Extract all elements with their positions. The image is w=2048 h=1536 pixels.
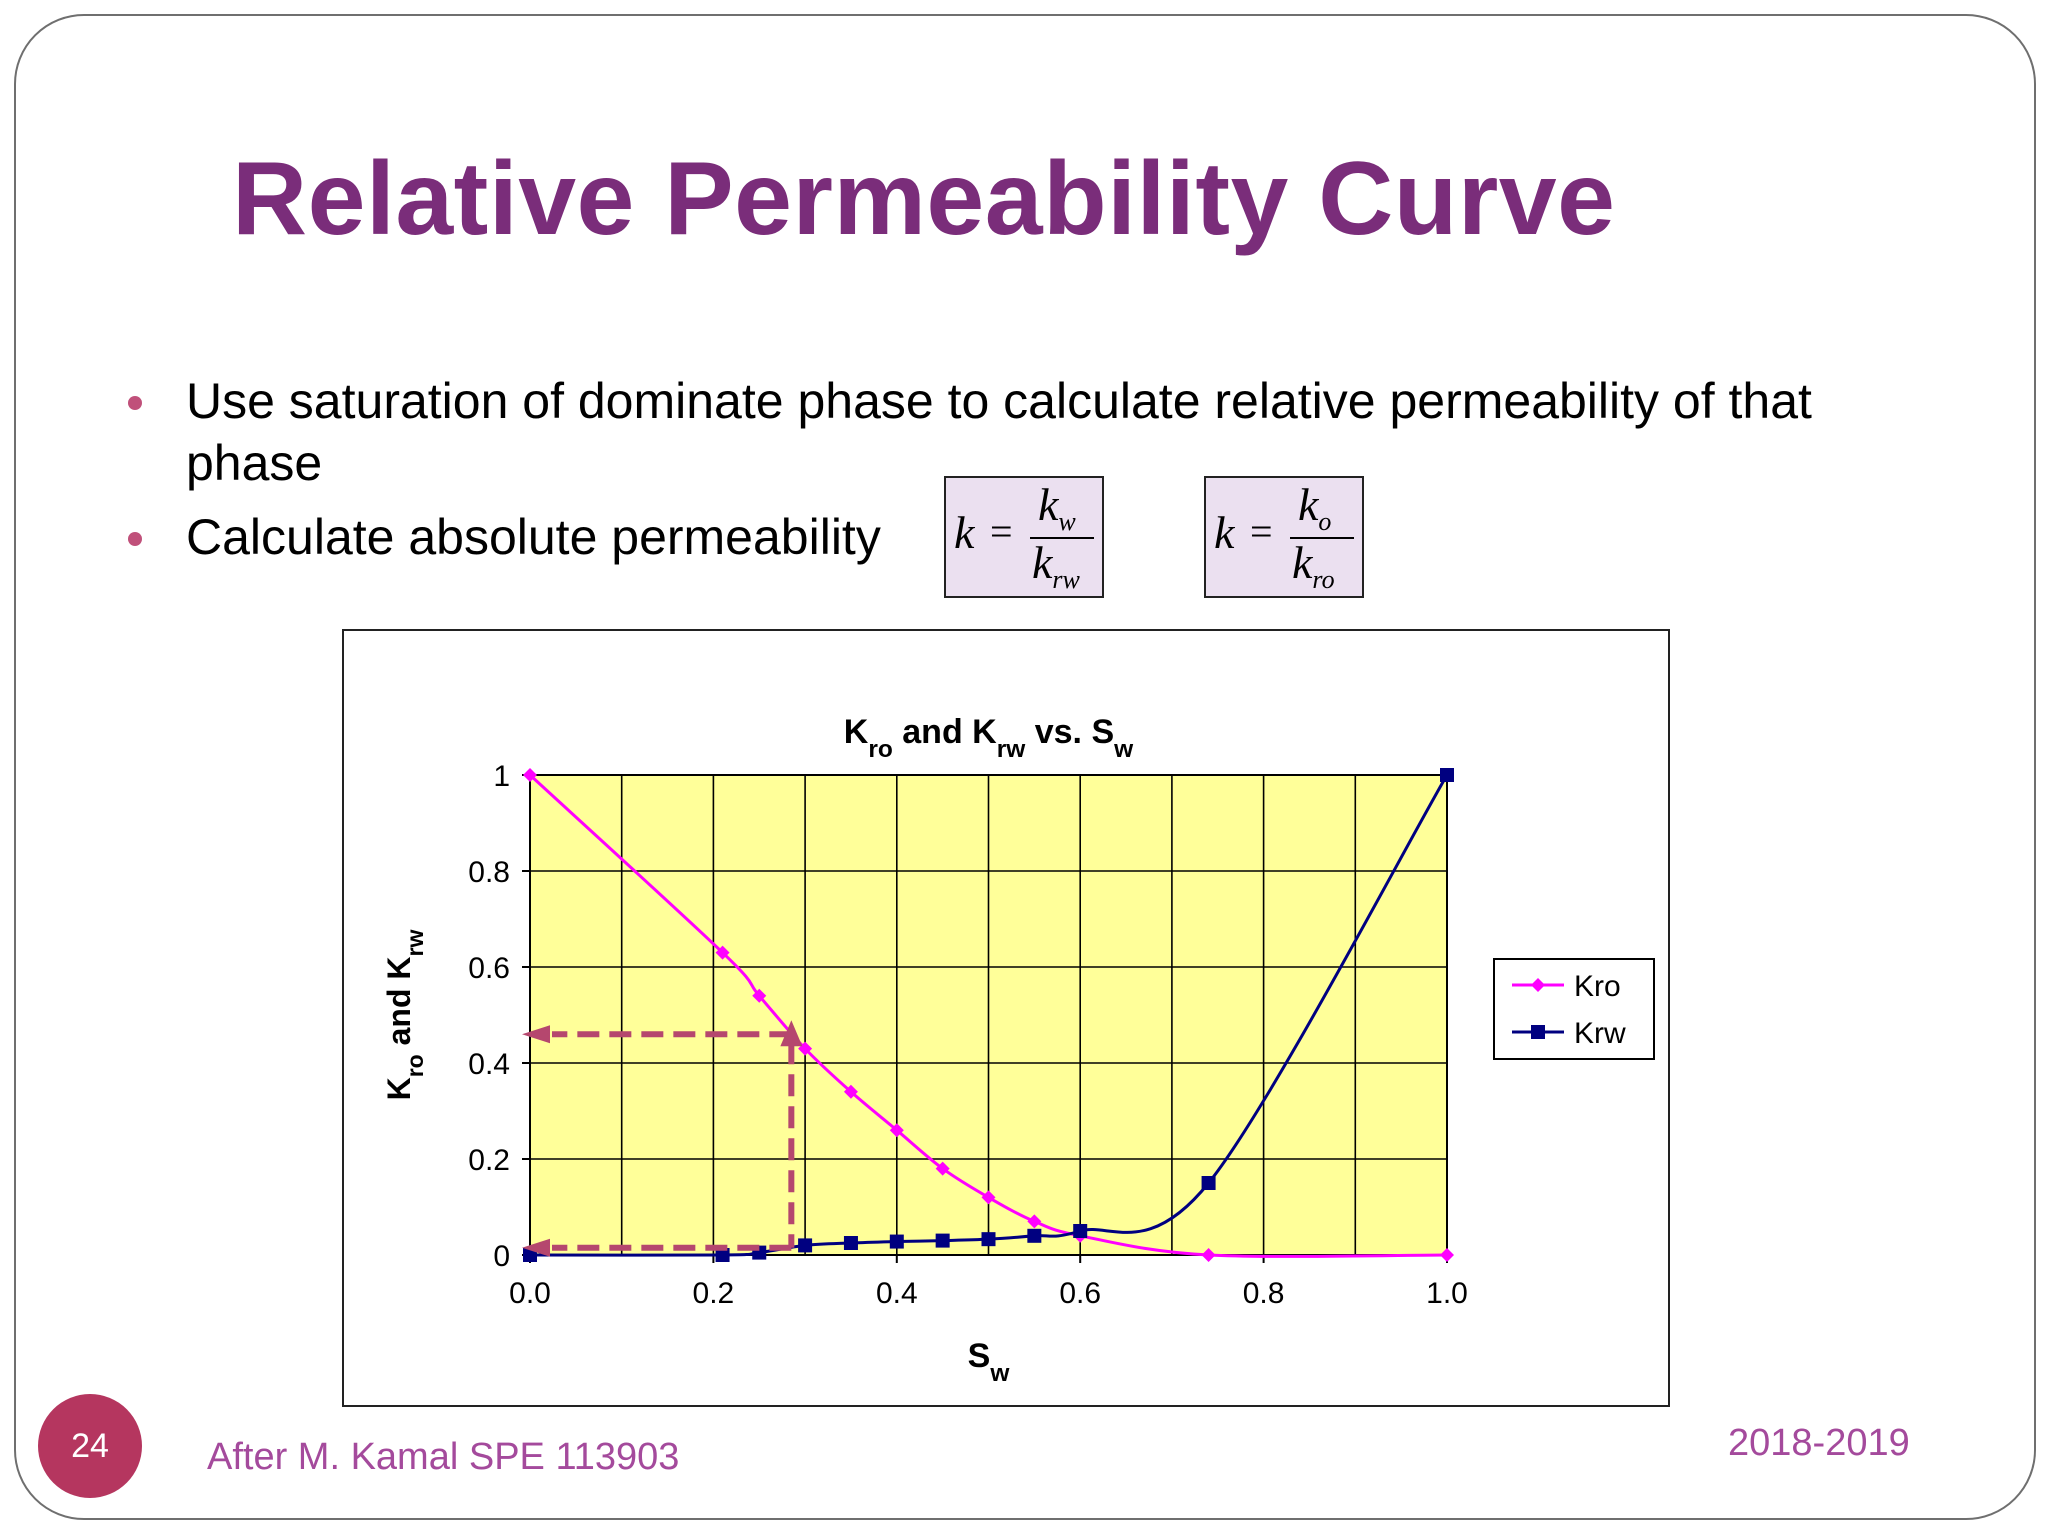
y-tick-label: 0 <box>493 1240 510 1273</box>
data-point-krw <box>889 1234 904 1249</box>
chart-frame: 0 0.2 0.4 0.6 0.8 1 0.0 0.2 0.4 0.6 0.8 1.0 Kro and … <box>342 629 1670 1407</box>
data-point-krw <box>1073 1224 1088 1238</box>
x-tick-label: 0.8 <box>1243 1277 1285 1310</box>
data-point-krw <box>981 1232 996 1247</box>
footer-citation: After M. Kamal SPE 113903 <box>207 1436 680 1478</box>
data-point-krw <box>523 1248 537 1262</box>
arrowhead-up <box>780 1020 803 1047</box>
y-tick-label: 0.2 <box>468 1144 510 1177</box>
formula-numerator: ko <box>1298 479 1332 537</box>
arrowhead-left-lower <box>522 1238 550 1257</box>
page-number-badge: 24 <box>38 1394 142 1498</box>
x-tick-label: 0.0 <box>509 1277 551 1310</box>
chart-title: Kro and Krw vs. Sw <box>844 713 1134 763</box>
slide-title: Relative Permeability Curve <box>232 141 1616 257</box>
data-point-krw <box>798 1238 813 1253</box>
data-point-krw <box>1201 1176 1216 1190</box>
formula-lhs: k <box>954 507 975 558</box>
data-point-kro <box>752 988 767 1003</box>
data-point-krw <box>715 1248 730 1262</box>
bullet-text: Calculate absolute permeability <box>186 509 881 565</box>
x-axis-label: Sw <box>968 1337 1011 1387</box>
data-point-krw <box>1027 1228 1042 1243</box>
formula-water: k = kw krw <box>944 476 1104 598</box>
data-point-kro <box>1201 1248 1216 1262</box>
y-tick-label: 0.4 <box>468 1048 510 1081</box>
x-tick-label: 0.4 <box>876 1277 918 1310</box>
data-point-krw <box>1531 1025 1545 1039</box>
data-point-kro <box>889 1123 904 1138</box>
arrowhead-left-upper <box>522 1025 550 1044</box>
legend-label-krw: Krw <box>1574 1017 1626 1050</box>
y-tick-label: 0.6 <box>468 952 510 985</box>
bullet-dot-icon <box>128 396 142 410</box>
data-point-kro <box>523 768 537 782</box>
x-tick-label: 1.0 <box>1426 1277 1468 1310</box>
formula-numerator: kw <box>1038 479 1076 537</box>
fraction-bar <box>1290 537 1354 539</box>
x-tick-label: 0.6 <box>1059 1277 1101 1310</box>
bullet-item: Calculate absolute permeability <box>120 506 1900 568</box>
data-point-kro <box>1027 1214 1042 1229</box>
data-point-krw <box>843 1236 858 1250</box>
data-point-kro <box>1440 1248 1454 1262</box>
data-point-krw <box>1440 768 1454 782</box>
data-point-kro <box>935 1161 950 1176</box>
formula-denominator: kro <box>1292 537 1335 595</box>
formula-lhs: k <box>1214 507 1235 558</box>
formula-denominator: krw <box>1032 537 1080 595</box>
series-line-kro <box>528 773 1448 1258</box>
legend-box <box>1493 958 1655 1060</box>
bullet-dot-icon <box>128 532 142 546</box>
data-point-kro <box>1531 978 1545 992</box>
fraction-bar <box>1030 537 1094 539</box>
bullet-list: Use saturation of dominate phase to calc… <box>120 370 1900 580</box>
bullet-text: Use saturation of dominate phase to calc… <box>186 373 1812 491</box>
x-tick-label: 0.2 <box>693 1277 735 1310</box>
y-axis-label: Kro and Krw <box>381 930 428 1101</box>
y-tick-label: 1 <box>493 760 510 793</box>
data-point-kro <box>798 1041 813 1056</box>
y-tick-label: 0.8 <box>468 856 510 889</box>
data-point-krw <box>935 1233 950 1248</box>
data-point-kro <box>843 1084 858 1099</box>
legend-label-kro: Kro <box>1574 970 1621 1003</box>
formula-equals: = <box>1250 509 1273 554</box>
data-point-kro <box>981 1190 996 1205</box>
data-point-kro <box>715 945 730 960</box>
footer-year: 2018-2019 <box>1728 1422 1910 1464</box>
formula-equals: = <box>990 509 1013 554</box>
formula-oil: k = ko kro <box>1204 476 1364 598</box>
bullet-item: Use saturation of dominate phase to calc… <box>120 370 1900 494</box>
relative-permeability-chart: 0 0.2 0.4 0.6 0.8 1 0.0 0.2 0.4 0.6 0.8 1.0 Kro and … <box>381 713 1655 1387</box>
